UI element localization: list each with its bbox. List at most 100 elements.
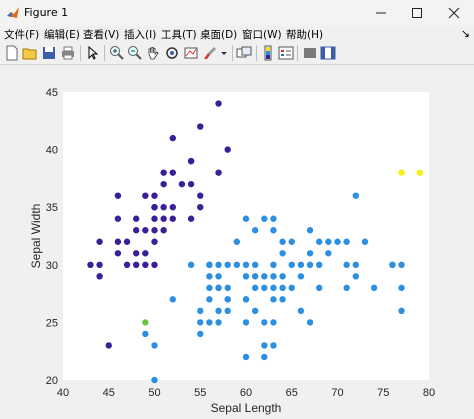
print-icon[interactable] bbox=[60, 45, 76, 61]
scatter-point-cluster-2[interactable] bbox=[197, 330, 204, 338]
scatter-point-cluster-2[interactable] bbox=[270, 273, 277, 280]
scatter-point-cluster-2[interactable] bbox=[297, 307, 305, 315]
scatter-point-cluster-2[interactable] bbox=[306, 227, 314, 234]
scatter-point-cluster-2[interactable] bbox=[251, 307, 259, 315]
scatter-point-cluster-2[interactable] bbox=[270, 296, 277, 303]
scatter-point-cluster-2[interactable] bbox=[215, 261, 222, 268]
scatter-point-cluster-2[interactable] bbox=[224, 307, 231, 315]
scatter-point-cluster-2[interactable] bbox=[206, 261, 213, 268]
scatter-point-cluster-2[interactable] bbox=[352, 192, 359, 199]
scatter-point-cluster-1[interactable] bbox=[197, 192, 204, 199]
scatter-point-cluster-1[interactable] bbox=[160, 169, 167, 176]
scatter-point-cluster-2[interactable] bbox=[343, 261, 350, 268]
scatter-point-cluster-2[interactable] bbox=[316, 238, 323, 245]
scatter-point-cluster-1[interactable] bbox=[87, 261, 94, 268]
scatter-point-cluster-2[interactable] bbox=[279, 296, 286, 303]
open-file-icon[interactable] bbox=[22, 45, 38, 61]
scatter-point-cluster-2[interactable] bbox=[398, 307, 405, 315]
scatter-point-cluster-2[interactable] bbox=[325, 250, 332, 257]
scatter-point-cluster-1[interactable] bbox=[169, 169, 176, 176]
show-plot-tools-icon[interactable] bbox=[320, 45, 336, 61]
link-plot-icon[interactable] bbox=[236, 45, 252, 61]
scatter-point-cluster-1[interactable] bbox=[169, 204, 176, 211]
scatter-point-cluster-1[interactable] bbox=[142, 192, 149, 199]
scatter-point-cluster-2[interactable] bbox=[288, 261, 295, 268]
minimize-button[interactable] bbox=[363, 0, 399, 26]
scatter-point-cluster-2[interactable] bbox=[261, 353, 268, 361]
scatter-point-cluster-4[interactable] bbox=[398, 169, 405, 176]
pan-hand-icon[interactable] bbox=[145, 45, 161, 61]
scatter-point-cluster-3[interactable] bbox=[142, 319, 149, 326]
scatter-point-cluster-1[interactable] bbox=[160, 204, 167, 211]
select-pointer-icon[interactable] bbox=[85, 45, 101, 61]
scatter-point-cluster-2[interactable] bbox=[270, 261, 277, 268]
scatter-point-cluster-1[interactable] bbox=[114, 250, 122, 257]
axes-area[interactable] bbox=[63, 92, 429, 380]
zoom-in-icon[interactable] bbox=[109, 45, 125, 61]
scatter-point-cluster-2[interactable] bbox=[224, 284, 231, 292]
scatter-point-cluster-2[interactable] bbox=[279, 250, 286, 257]
scatter-point-cluster-1[interactable] bbox=[215, 169, 222, 176]
scatter-point-cluster-2[interactable] bbox=[251, 284, 259, 292]
scatter-point-cluster-2[interactable] bbox=[352, 261, 359, 268]
scatter-point-cluster-2[interactable] bbox=[297, 261, 305, 268]
scatter-point-cluster-2[interactable] bbox=[215, 284, 222, 292]
menu-help[interactable]: 帮助(H) bbox=[286, 29, 324, 41]
brush-dropdown-icon[interactable] bbox=[219, 45, 229, 61]
scatter-point-cluster-2[interactable] bbox=[316, 261, 323, 268]
scatter-point-cluster-2[interactable] bbox=[306, 250, 314, 257]
scatter-point-cluster-2[interactable] bbox=[343, 238, 350, 245]
zoom-out-icon[interactable] bbox=[127, 45, 143, 61]
scatter-point-cluster-2[interactable] bbox=[224, 296, 231, 303]
scatter-point-cluster-2[interactable] bbox=[233, 238, 241, 245]
scatter-point-cluster-2[interactable] bbox=[270, 215, 277, 222]
scatter-point-cluster-1[interactable] bbox=[133, 227, 140, 234]
scatter-point-cluster-2[interactable] bbox=[297, 273, 305, 280]
scatter-point-cluster-2[interactable] bbox=[261, 342, 268, 349]
hide-plot-tools-icon[interactable] bbox=[302, 45, 318, 61]
scatter-point-cluster-2[interactable] bbox=[251, 261, 259, 268]
menu-desktop[interactable]: 桌面(D) bbox=[200, 29, 238, 41]
scatter-point-cluster-2[interactable] bbox=[361, 238, 369, 245]
scatter-point-cluster-1[interactable] bbox=[133, 261, 140, 268]
scatter-point-cluster-2[interactable] bbox=[206, 284, 213, 292]
maximize-button[interactable] bbox=[399, 0, 435, 26]
scatter-point-cluster-2[interactable] bbox=[279, 238, 286, 245]
scatter-point-cluster-2[interactable] bbox=[206, 319, 213, 326]
scatter-point-cluster-1[interactable] bbox=[160, 215, 167, 222]
rotate-3d-icon[interactable] bbox=[164, 45, 180, 61]
scatter-point-cluster-2[interactable] bbox=[242, 261, 250, 268]
scatter-point-cluster-2[interactable] bbox=[197, 307, 204, 315]
scatter-point-cluster-1[interactable] bbox=[224, 146, 231, 153]
scatter-point-cluster-2[interactable] bbox=[270, 319, 277, 326]
scatter-point-cluster-1[interactable] bbox=[151, 238, 158, 245]
scatter-point-cluster-2[interactable] bbox=[325, 238, 332, 245]
scatter-point-cluster-1[interactable] bbox=[133, 250, 140, 257]
scatter-point-cluster-2[interactable] bbox=[398, 261, 405, 268]
scatter-point-cluster-1[interactable] bbox=[187, 215, 195, 222]
scatter-point-cluster-2[interactable] bbox=[242, 215, 250, 222]
scatter-point-cluster-2[interactable] bbox=[242, 353, 250, 361]
scatter-point-cluster-2[interactable] bbox=[242, 273, 250, 280]
scatter-point-cluster-1[interactable] bbox=[151, 261, 158, 268]
scatter-point-cluster-2[interactable] bbox=[151, 376, 158, 384]
scatter-point-cluster-2[interactable] bbox=[270, 227, 277, 234]
scatter-point-cluster-1[interactable] bbox=[151, 204, 158, 211]
scatter-point-cluster-2[interactable] bbox=[242, 296, 250, 303]
scatter-point-cluster-1[interactable] bbox=[142, 227, 149, 234]
scatter-point-cluster-1[interactable] bbox=[96, 273, 103, 280]
scatter-point-cluster-2[interactable] bbox=[215, 319, 222, 326]
brush-icon[interactable] bbox=[202, 45, 218, 61]
menu-edit[interactable]: 编辑(E) bbox=[44, 29, 80, 41]
scatter-point-cluster-1[interactable] bbox=[123, 238, 131, 245]
close-button[interactable] bbox=[436, 0, 472, 26]
dock-arrow-icon[interactable]: ↘ bbox=[460, 27, 470, 40]
scatter-point-cluster-2[interactable] bbox=[151, 342, 158, 349]
scatter-point-cluster-1[interactable] bbox=[133, 215, 140, 222]
scatter-point-cluster-1[interactable] bbox=[169, 134, 176, 142]
scatter-point-cluster-2[interactable] bbox=[389, 261, 396, 268]
menu-tools[interactable]: 工具(T) bbox=[161, 29, 197, 41]
scatter-point-cluster-2[interactable] bbox=[169, 296, 176, 303]
scatter-point-cluster-2[interactable] bbox=[215, 273, 222, 280]
